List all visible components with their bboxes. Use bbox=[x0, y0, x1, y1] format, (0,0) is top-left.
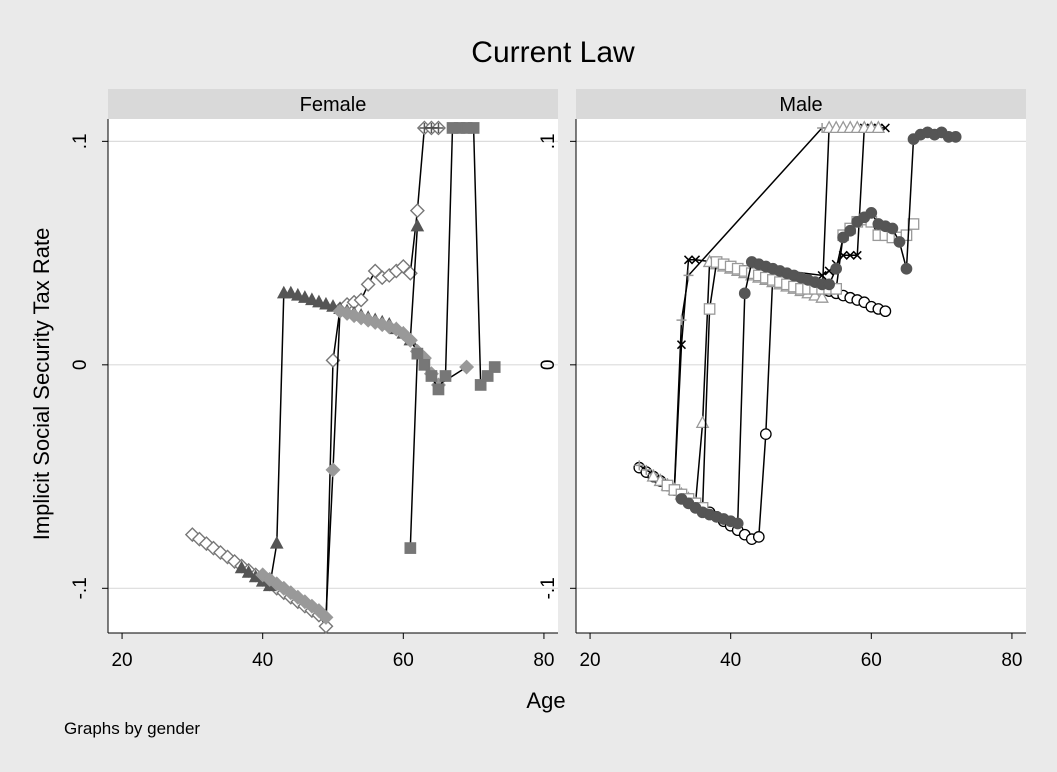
data-point bbox=[676, 315, 687, 326]
data-point bbox=[433, 122, 444, 133]
chart-title: Current Law bbox=[471, 36, 635, 69]
y-tick-label: -.1 bbox=[538, 577, 559, 599]
data-point bbox=[409, 203, 425, 219]
data-point bbox=[893, 236, 906, 248]
data-point bbox=[844, 224, 857, 237]
data-point bbox=[269, 535, 284, 549]
data-point bbox=[234, 560, 249, 574]
panel-male: Male -.1 0 .1 20 40 60 80 bbox=[538, 89, 1026, 671]
data-point bbox=[759, 428, 772, 440]
x-tick-label: 60 bbox=[393, 650, 414, 671]
x-axis-label: Age bbox=[526, 688, 565, 713]
data-point bbox=[900, 262, 913, 275]
panel-strip-label: Male bbox=[779, 94, 822, 116]
data-point bbox=[731, 517, 744, 530]
data-point bbox=[402, 332, 418, 348]
data-point bbox=[410, 218, 425, 232]
x-tick-label: 60 bbox=[861, 650, 882, 671]
data-point bbox=[703, 303, 716, 315]
x-tick-label: 80 bbox=[1001, 650, 1022, 671]
data-series bbox=[404, 122, 501, 554]
y-tick-label: 0 bbox=[538, 360, 559, 371]
data-point bbox=[305, 292, 319, 306]
data-point bbox=[439, 370, 452, 382]
data-point bbox=[418, 358, 431, 371]
y-axis-label: Implicit Social Security Tax Rate bbox=[29, 228, 54, 541]
data-point bbox=[815, 290, 829, 303]
data-point bbox=[646, 468, 661, 482]
y-tick-label: .1 bbox=[70, 133, 91, 149]
data-point bbox=[298, 290, 312, 303]
data-point bbox=[641, 464, 652, 475]
x-tick-label: 80 bbox=[533, 650, 554, 671]
data-point bbox=[467, 122, 480, 134]
panel-strip-label: Female bbox=[300, 94, 367, 116]
data-point bbox=[474, 379, 487, 391]
data-point bbox=[318, 618, 334, 634]
data-point bbox=[691, 255, 701, 265]
data-point bbox=[404, 542, 417, 554]
data-point bbox=[319, 296, 333, 310]
data-point bbox=[837, 231, 850, 244]
data-point bbox=[871, 120, 886, 134]
data-point bbox=[738, 287, 751, 300]
data-point bbox=[823, 278, 835, 291]
plot-area bbox=[576, 119, 1026, 633]
data-point bbox=[879, 305, 892, 318]
panel-female: Female -.1 0 .1 20 40 60 80 bbox=[70, 89, 558, 671]
data-point bbox=[752, 531, 765, 543]
data-point bbox=[241, 565, 256, 578]
y-tick-label: -.1 bbox=[70, 577, 91, 599]
data-point bbox=[852, 250, 862, 260]
data-point bbox=[318, 609, 334, 625]
data-point bbox=[830, 262, 843, 275]
data-point bbox=[425, 370, 438, 382]
data-point bbox=[865, 207, 878, 219]
data-series bbox=[419, 122, 444, 133]
data-series bbox=[255, 303, 475, 625]
x-tick-label: 20 bbox=[111, 650, 132, 671]
x-tick-label: 20 bbox=[579, 650, 600, 671]
data-point bbox=[360, 276, 376, 292]
data-point bbox=[411, 347, 424, 360]
data-point bbox=[432, 383, 445, 396]
data-point bbox=[683, 255, 694, 265]
data-point bbox=[886, 222, 899, 235]
data-point bbox=[900, 229, 913, 242]
data-point bbox=[353, 292, 369, 308]
data-point bbox=[481, 370, 494, 382]
panel-strip bbox=[576, 89, 1026, 119]
data-point bbox=[634, 460, 645, 471]
data-point bbox=[284, 285, 298, 299]
data-point bbox=[488, 361, 501, 373]
data-point bbox=[845, 250, 855, 260]
data-point bbox=[325, 462, 341, 478]
data-point bbox=[676, 340, 686, 350]
data-point bbox=[459, 359, 475, 375]
graphs-note: Graphs by gender bbox=[64, 719, 200, 738]
data-point bbox=[949, 131, 962, 143]
y-tick-label: 0 bbox=[70, 360, 91, 371]
data-point bbox=[312, 294, 326, 308]
y-tick-label: .1 bbox=[538, 133, 559, 149]
data-point bbox=[683, 270, 694, 281]
data-point bbox=[291, 287, 305, 301]
panel-strip bbox=[108, 89, 558, 119]
x-tick-label: 40 bbox=[252, 650, 273, 671]
data-point bbox=[817, 270, 827, 280]
x-tick-label: 40 bbox=[720, 650, 741, 671]
data-series bbox=[675, 126, 962, 530]
